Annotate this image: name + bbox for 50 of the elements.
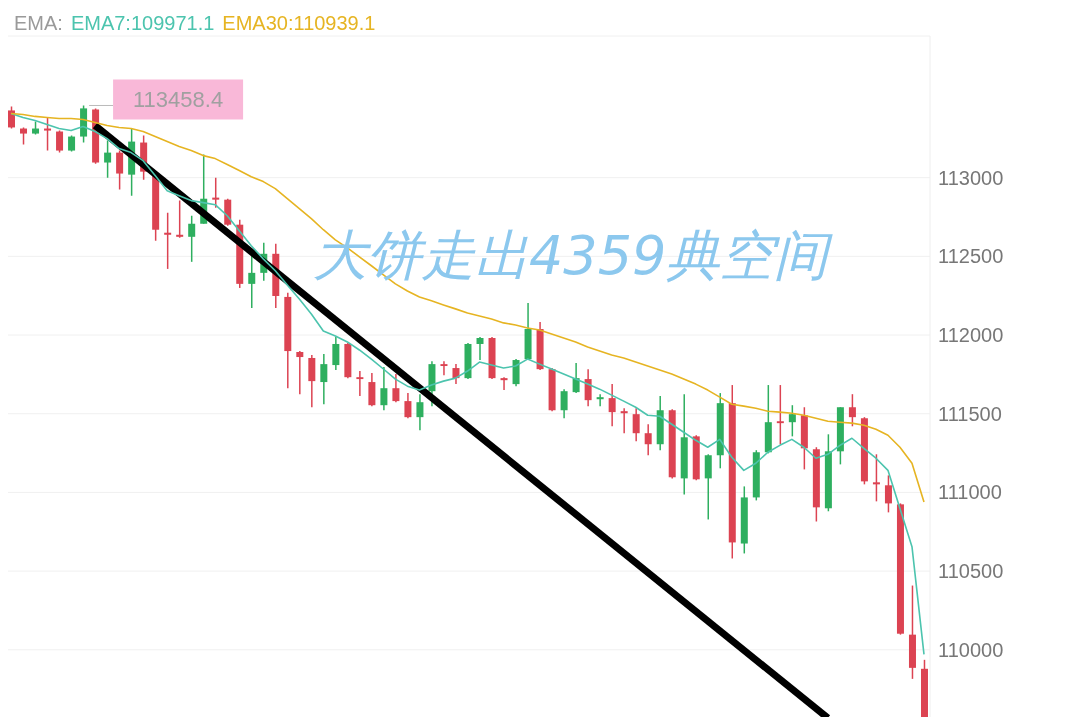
text: EMA7:109971.1 <box>70 12 215 34</box>
y-tick-label: 112500 <box>938 245 1004 268</box>
candlestick <box>188 214 196 263</box>
candlestick <box>368 372 376 407</box>
candlestick <box>704 453 712 521</box>
candlestick <box>848 393 856 428</box>
candlestick <box>308 354 316 408</box>
y-tick-label: 110000 <box>938 638 1004 661</box>
candlestick <box>776 384 784 445</box>
annotation: 113458.4 <box>133 87 224 113</box>
candlestick <box>500 376 508 391</box>
candlestick <box>560 388 568 420</box>
candlestick <box>176 199 184 239</box>
candlestick <box>320 353 328 405</box>
chart-title: EMA: <box>14 12 63 34</box>
candlestick <box>476 336 484 361</box>
y-tick-label: 113000 <box>938 166 1004 189</box>
candlestick <box>440 360 448 376</box>
text: EMA30:110939.1 <box>222 12 376 34</box>
candlestick <box>632 407 640 442</box>
candlestick <box>608 383 616 428</box>
candlestick <box>8 105 15 130</box>
candlestick <box>248 255 256 309</box>
y-tick-label: 111000 <box>938 481 1002 504</box>
candlestick <box>296 350 304 395</box>
candlestick <box>212 176 220 209</box>
candlestick <box>644 423 652 456</box>
candlestick <box>884 474 892 514</box>
candlestick <box>788 404 796 438</box>
candlestick <box>404 392 412 420</box>
candlestick <box>392 373 400 403</box>
y-tick-label: 112000 <box>938 324 1004 347</box>
y-tick-label: 110500 <box>938 560 1004 583</box>
candlestick <box>332 336 340 371</box>
candlestick <box>620 407 628 434</box>
candlestick <box>56 129 64 154</box>
candlestick <box>584 368 592 407</box>
line-series <box>10 112 925 503</box>
line-series <box>10 112 925 656</box>
candlestick <box>164 211 172 270</box>
candlestick <box>416 393 424 431</box>
candlestick <box>872 453 880 503</box>
y-tick-label: 111500 <box>938 402 1002 425</box>
candlestick <box>452 363 460 385</box>
candlestick <box>380 366 388 411</box>
candlestick <box>116 149 124 191</box>
candlestick <box>356 370 364 397</box>
candlestick <box>104 139 112 179</box>
candlestick <box>44 116 52 152</box>
candlestick <box>596 393 604 407</box>
